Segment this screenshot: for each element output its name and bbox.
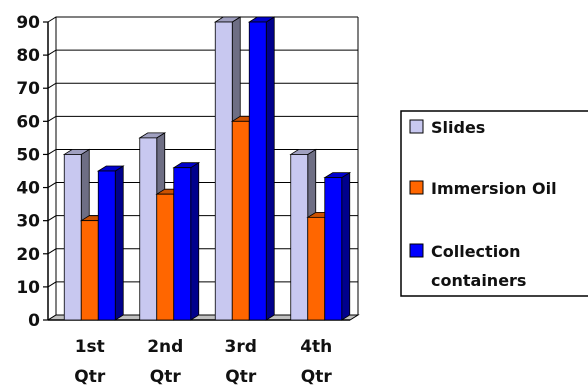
- legend-swatch: [409, 180, 424, 195]
- bar-front: [63, 154, 82, 321]
- bar-front: [80, 220, 99, 321]
- bar-front: [173, 167, 192, 321]
- y-tick-label: 20: [16, 245, 40, 265]
- bar-side: [190, 161, 200, 321]
- y-tick-label: 90: [16, 13, 40, 33]
- bar-side: [341, 171, 351, 321]
- bar-front: [290, 154, 309, 321]
- legend-label: Collection: [431, 242, 521, 261]
- x-tick-label: 4th: [300, 337, 332, 357]
- y-tick-labels: 0 10 20 30 40 50 60 70 80 90: [16, 13, 40, 331]
- bar-front: [97, 170, 116, 321]
- y-tick-label: 30: [16, 212, 40, 232]
- bar-front: [307, 216, 326, 321]
- bar-front: [231, 120, 250, 321]
- bar: [96, 165, 125, 321]
- bars: [62, 16, 352, 321]
- legend-label: Slides: [431, 118, 485, 137]
- y-tick-label: 40: [16, 179, 40, 199]
- y-tick-label: 60: [16, 112, 40, 132]
- x-tick-label: Qtr: [301, 367, 333, 386]
- x-tick-label: Qtr: [225, 367, 257, 386]
- bar-front: [214, 21, 233, 321]
- x-tick-label: 1st: [75, 337, 105, 357]
- bar-side: [114, 165, 124, 321]
- legend-label: Immersion Oil: [431, 179, 557, 198]
- bar: [247, 16, 276, 321]
- x-tick-label: Qtr: [74, 367, 106, 386]
- legend: Slides Immersion Oil Collection containers: [400, 110, 588, 297]
- bar-front: [248, 21, 267, 321]
- bar-side: [265, 16, 275, 321]
- bar: [323, 171, 352, 321]
- legend-swatch: [409, 119, 424, 134]
- y-tick-label: 10: [16, 278, 40, 298]
- y-tick-label: 80: [16, 46, 40, 66]
- bar: [172, 161, 201, 321]
- bar-front: [156, 193, 175, 321]
- x-tick-label: 3rd: [225, 337, 257, 357]
- legend-swatch: [409, 243, 424, 258]
- bar-front: [324, 177, 343, 321]
- axes: [43, 17, 360, 321]
- x-tick-label: Qtr: [150, 367, 182, 386]
- legend-label: containers: [431, 271, 526, 290]
- bar-front: [139, 137, 158, 321]
- legend-box: [400, 110, 588, 297]
- y-tick-label: 50: [16, 145, 40, 165]
- y-tick-label: 70: [16, 79, 40, 99]
- x-tick-label: 2nd: [147, 337, 183, 357]
- x-tick-labels: 1st Qtr 2nd Qtr 3rd Qtr 4th Qtr: [74, 337, 332, 386]
- y-tick-label: 0: [28, 311, 40, 331]
